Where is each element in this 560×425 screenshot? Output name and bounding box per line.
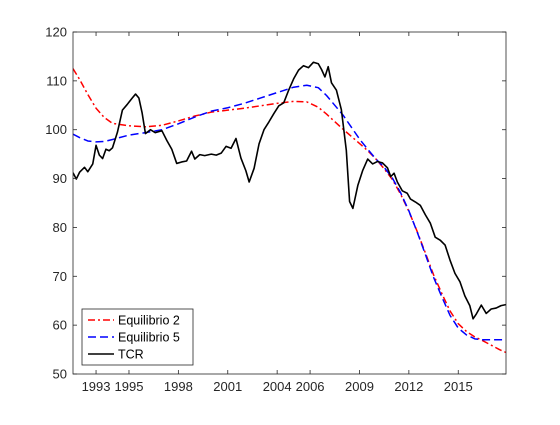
y-tick-label: 70 [53, 269, 67, 284]
y-axis: 50 60 70 80 90 100 110 120 [45, 25, 506, 382]
series-line-equilibrio-5 [73, 84, 506, 341]
x-tick-label: 2006 [296, 379, 325, 394]
x-tick-label: 1995 [115, 379, 144, 394]
y-tick-label: 50 [53, 367, 67, 382]
x-tick-label: 1998 [164, 379, 193, 394]
legend: Equilibrio 2 Equilibrio 5 TCR [81, 308, 194, 366]
x-tick-label: 2004 [263, 379, 292, 394]
x-tick-label: 1993 [82, 379, 111, 394]
y-tick-label: 60 [53, 318, 67, 333]
series-line-equilibrio-2 [73, 68, 506, 354]
legend-label: Equilibrio 5 [118, 331, 180, 345]
series-line-tcr [73, 61, 506, 320]
y-tick-label: 100 [45, 122, 67, 137]
x-tick-label: 2012 [394, 379, 423, 394]
legend-label: TCR [118, 348, 144, 362]
x-axis: 1993 1995 1998 2001 2004 2006 2009 2012 2015 [82, 32, 473, 394]
y-tick-label: 120 [45, 25, 67, 40]
legend-label: Equilibrio 2 [118, 314, 180, 328]
series-layer [73, 61, 506, 354]
x-tick-label: 2009 [345, 379, 374, 394]
x-tick-label: 2001 [213, 379, 242, 394]
x-tick-label: 2015 [444, 379, 473, 394]
y-tick-label: 90 [53, 171, 67, 186]
plot-frame [72, 31, 507, 375]
y-tick-label: 80 [53, 220, 67, 235]
y-tick-label: 110 [46, 73, 67, 88]
